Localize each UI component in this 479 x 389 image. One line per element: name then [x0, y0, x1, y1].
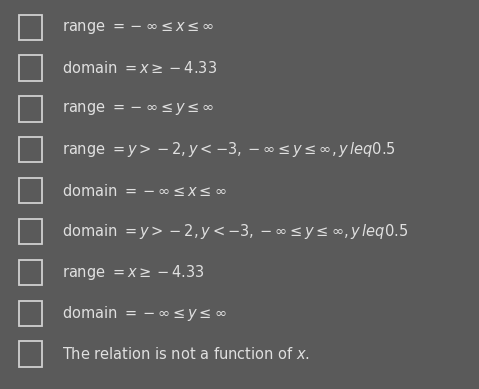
- Text: range $= -\infty \leq x \leq \infty$: range $= -\infty \leq x \leq \infty$: [62, 19, 215, 36]
- Text: domain $= x \geq -4.33$: domain $= x \geq -4.33$: [62, 60, 217, 76]
- Bar: [19, 219, 42, 244]
- Text: range $= -\infty \leq y \leq \infty$: range $= -\infty \leq y \leq \infty$: [62, 100, 215, 117]
- Text: domain $= -\infty \leq y \leq \infty$: domain $= -\infty \leq y \leq \infty$: [62, 304, 227, 322]
- Bar: [19, 96, 42, 121]
- Text: range $= y > -2, y < -3, -\infty \leq y \leq \infty, y\,leq0.5$: range $= y > -2, y < -3, -\infty \leq y …: [62, 140, 396, 159]
- Bar: [19, 301, 42, 326]
- Text: domain $= -\infty \leq x \leq \infty$: domain $= -\infty \leq x \leq \infty$: [62, 182, 227, 199]
- Bar: [19, 342, 42, 366]
- Bar: [19, 178, 42, 203]
- Text: domain $= y > -2, y < -3, -\infty \leq y \leq \infty, y\,leq0.5$: domain $= y > -2, y < -3, -\infty \leq y…: [62, 222, 409, 241]
- Bar: [19, 56, 42, 81]
- Bar: [19, 137, 42, 163]
- Bar: [19, 260, 42, 285]
- Text: The relation is not a function of $x$.: The relation is not a function of $x$.: [62, 346, 310, 362]
- Bar: [19, 15, 42, 40]
- Text: range $= x \geq -4.33$: range $= x \geq -4.33$: [62, 263, 205, 282]
